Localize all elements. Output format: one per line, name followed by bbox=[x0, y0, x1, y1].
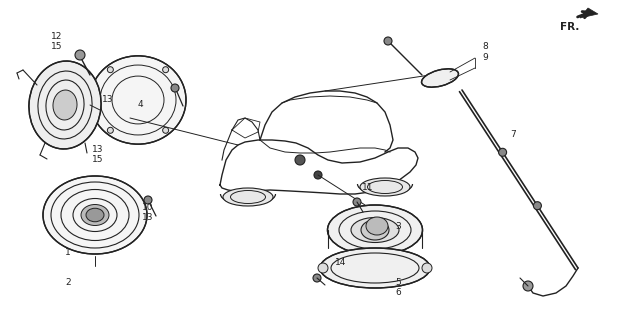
Text: 13: 13 bbox=[142, 213, 154, 222]
Circle shape bbox=[163, 127, 168, 133]
Circle shape bbox=[422, 263, 432, 273]
Circle shape bbox=[171, 84, 179, 92]
Text: 3: 3 bbox=[395, 222, 401, 231]
Text: 13: 13 bbox=[102, 95, 114, 104]
Text: 15: 15 bbox=[92, 155, 104, 164]
Ellipse shape bbox=[360, 178, 410, 196]
Ellipse shape bbox=[328, 205, 423, 255]
Circle shape bbox=[318, 263, 328, 273]
Circle shape bbox=[534, 202, 541, 210]
Circle shape bbox=[499, 148, 507, 156]
Ellipse shape bbox=[86, 208, 104, 222]
Circle shape bbox=[75, 50, 85, 60]
Ellipse shape bbox=[351, 218, 399, 243]
Circle shape bbox=[295, 155, 305, 165]
Text: 14: 14 bbox=[335, 258, 346, 267]
Text: 2: 2 bbox=[65, 278, 70, 287]
Circle shape bbox=[163, 67, 168, 73]
Ellipse shape bbox=[81, 204, 109, 226]
Circle shape bbox=[384, 37, 392, 45]
Text: 9: 9 bbox=[482, 53, 488, 62]
Text: FR.: FR. bbox=[560, 22, 579, 32]
Ellipse shape bbox=[320, 248, 430, 288]
Text: 15: 15 bbox=[51, 42, 62, 51]
Circle shape bbox=[353, 198, 361, 206]
Text: 12: 12 bbox=[51, 32, 62, 41]
Ellipse shape bbox=[29, 61, 101, 149]
Polygon shape bbox=[580, 8, 598, 18]
Text: 4: 4 bbox=[138, 100, 144, 109]
Text: 13: 13 bbox=[92, 145, 104, 154]
Ellipse shape bbox=[361, 220, 389, 240]
Text: 7: 7 bbox=[510, 130, 516, 139]
Ellipse shape bbox=[90, 56, 186, 144]
Ellipse shape bbox=[43, 176, 147, 254]
Circle shape bbox=[314, 171, 322, 179]
Text: 10: 10 bbox=[142, 203, 154, 212]
Circle shape bbox=[107, 67, 114, 73]
Circle shape bbox=[523, 281, 533, 291]
Text: 8: 8 bbox=[482, 42, 488, 51]
Text: 11: 11 bbox=[362, 183, 373, 192]
Text: 1: 1 bbox=[65, 248, 71, 257]
Text: 6: 6 bbox=[395, 288, 401, 297]
Circle shape bbox=[313, 274, 321, 282]
Circle shape bbox=[107, 127, 114, 133]
Ellipse shape bbox=[366, 217, 388, 235]
Ellipse shape bbox=[53, 90, 77, 120]
Ellipse shape bbox=[421, 69, 458, 87]
Text: 5: 5 bbox=[395, 278, 401, 287]
Circle shape bbox=[144, 196, 152, 204]
Ellipse shape bbox=[223, 188, 273, 206]
